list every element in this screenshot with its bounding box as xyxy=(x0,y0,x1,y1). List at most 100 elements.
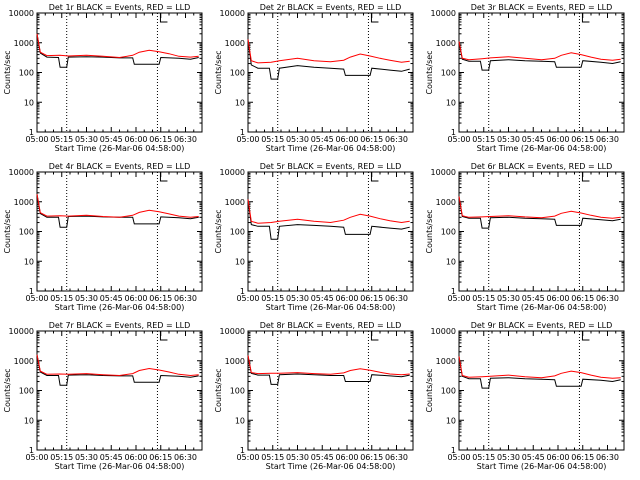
y-tick-label: 10000 xyxy=(9,9,34,18)
x-axis-label: Start Time (26-Mar-06 04:58:00) xyxy=(477,144,607,153)
x-tick-label: 05:30 xyxy=(75,453,98,462)
x-tick-label: 06:30 xyxy=(174,294,197,303)
bracket-mark xyxy=(370,13,379,23)
chart-panel-1: Det 1r BLACK = Events, RED = LLD 1 10 100 10… xyxy=(3,3,203,153)
x-tick-label: 06:00 xyxy=(124,453,147,462)
chart-title: Det 1r BLACK = Events, RED = LLD xyxy=(49,3,191,12)
x-tick-label: 06:00 xyxy=(124,135,147,144)
chart-title: Det 6r BLACK = Events, RED = LLD xyxy=(471,162,613,171)
x-tick-label: 06:30 xyxy=(596,294,619,303)
y-tick-label: 10 xyxy=(24,257,34,266)
x-tick-label: 06:00 xyxy=(335,453,358,462)
x-tick-label: 06:30 xyxy=(385,135,408,144)
x-tick-label: 05:15 xyxy=(472,294,495,303)
y-axis-label: Counts/sec xyxy=(3,368,12,412)
y-tick-label: 100 xyxy=(230,387,245,396)
series-line-events xyxy=(247,39,410,80)
series-line-lld xyxy=(458,356,621,379)
y-tick-label: 10 xyxy=(235,257,245,266)
y-axis-label: Counts/sec xyxy=(214,368,223,412)
y-tick-label: 100 xyxy=(230,228,245,237)
y-axis-label: Counts/sec xyxy=(425,368,434,412)
x-tick-label: 05:30 xyxy=(497,453,520,462)
x-tick-label: 06:15 xyxy=(571,453,594,462)
series-line-lld xyxy=(247,355,410,376)
x-tick-label: 06:30 xyxy=(596,453,619,462)
y-tick-label: 1000 xyxy=(225,198,245,207)
chart-title: Det 9r BLACK = Events, RED = LLD xyxy=(471,321,613,330)
y-tick-label: 100 xyxy=(19,387,34,396)
y-tick-label: 10 xyxy=(235,416,245,425)
x-tick-label: 05:00 xyxy=(236,453,259,462)
y-tick-label: 10000 xyxy=(220,327,245,336)
x-axis-label: Start Time (26-Mar-06 04:58:00) xyxy=(55,144,185,153)
x-tick-label: 05:45 xyxy=(100,294,123,303)
x-tick-label: 06:00 xyxy=(335,294,358,303)
x-tick-label: 05:30 xyxy=(286,135,309,144)
y-tick-label: 10000 xyxy=(9,327,34,336)
x-axis-label: Start Time (26-Mar-06 04:58:00) xyxy=(55,462,185,471)
y-tick-label: 1 xyxy=(240,287,245,296)
y-tick-label: 1000 xyxy=(225,357,245,366)
chart-panel-9: Det 9r BLACK = Events, RED = LLD 1 10 100 10… xyxy=(425,321,625,471)
x-tick-label: 06:15 xyxy=(360,453,383,462)
y-axis-label: Counts/sec xyxy=(3,209,12,253)
x-tick-label: 05:30 xyxy=(75,135,98,144)
y-tick-label: 10000 xyxy=(220,168,245,177)
x-tick-label: 06:15 xyxy=(360,294,383,303)
y-tick-label: 10000 xyxy=(9,168,34,177)
y-tick-label: 1 xyxy=(29,446,34,455)
y-tick-label: 10 xyxy=(24,98,34,107)
plot-frame xyxy=(458,12,625,133)
series-line-lld xyxy=(458,196,621,219)
x-tick-label: 05:00 xyxy=(447,294,470,303)
y-tick-label: 10000 xyxy=(431,168,456,177)
y-tick-label: 10 xyxy=(235,98,245,107)
x-tick-label: 05:00 xyxy=(25,135,48,144)
y-tick-label: 10000 xyxy=(431,327,456,336)
y-tick-label: 100 xyxy=(441,228,456,237)
series-line-events xyxy=(36,194,199,228)
y-tick-label: 100 xyxy=(441,69,456,78)
x-tick-label: 06:15 xyxy=(149,453,172,462)
x-tick-label: 06:15 xyxy=(571,294,594,303)
chart-panel-7: Det 7r BLACK = Events, RED = LLD 1 10 100 10… xyxy=(3,321,203,471)
y-axis-label: Counts/sec xyxy=(214,209,223,253)
chart-panel-5: Det 5r BLACK = Events, RED = LLD 1 10 100 10… xyxy=(214,162,414,312)
bracket-mark xyxy=(370,331,379,341)
x-tick-label: 05:15 xyxy=(261,135,284,144)
series-line-lld xyxy=(36,194,199,218)
bracket-mark xyxy=(581,13,590,23)
y-tick-label: 10 xyxy=(446,98,456,107)
series-line-lld xyxy=(458,41,621,61)
series-line-events xyxy=(36,354,199,386)
bracket-mark xyxy=(159,331,168,341)
x-tick-label: 05:15 xyxy=(50,135,73,144)
plot-frame xyxy=(458,330,625,451)
chart-title: Det 5r BLACK = Events, RED = LLD xyxy=(260,162,402,171)
y-axis-label: Counts/sec xyxy=(425,50,434,94)
y-tick-label: 10 xyxy=(24,416,34,425)
y-tick-label: 1000 xyxy=(14,39,34,48)
y-tick-label: 100 xyxy=(19,69,34,78)
y-axis-label: Counts/sec xyxy=(3,50,12,94)
series-line-lld xyxy=(36,33,199,59)
y-tick-label: 1 xyxy=(29,287,34,296)
plot-frame xyxy=(36,12,203,133)
plot-frame xyxy=(36,330,203,451)
x-tick-label: 05:30 xyxy=(75,294,98,303)
y-tick-label: 1 xyxy=(451,287,456,296)
bracket-mark xyxy=(159,172,168,182)
x-tick-label: 05:30 xyxy=(497,294,520,303)
y-tick-label: 10000 xyxy=(220,9,245,18)
x-tick-label: 05:45 xyxy=(522,453,545,462)
plot-frame xyxy=(247,12,414,133)
x-tick-label: 06:30 xyxy=(174,135,197,144)
x-axis-label: Start Time (26-Mar-06 04:58:00) xyxy=(477,462,607,471)
series-line-events xyxy=(458,356,621,389)
series-line-events xyxy=(458,196,621,229)
y-tick-label: 10000 xyxy=(431,9,456,18)
x-tick-label: 05:15 xyxy=(472,453,495,462)
x-tick-label: 06:30 xyxy=(385,294,408,303)
series-line-events xyxy=(247,355,410,385)
